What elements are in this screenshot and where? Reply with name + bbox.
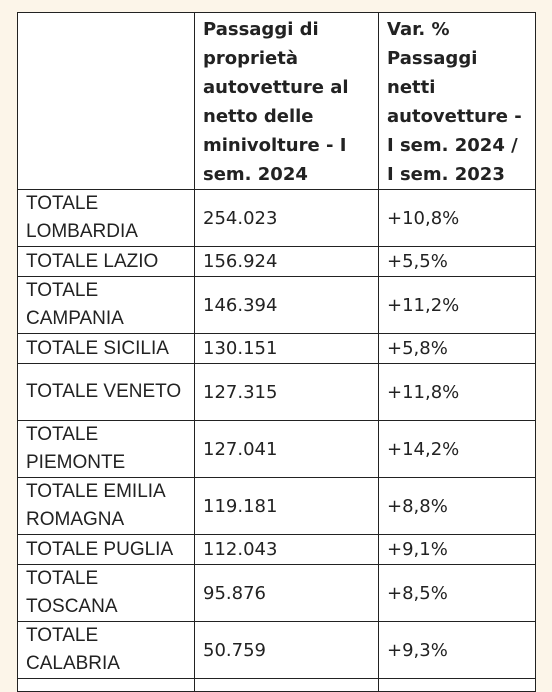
region-cell: TOTALE SICILIA [17, 333, 195, 364]
value-cell: 119.181 [194, 477, 379, 535]
table-row-partial [17, 678, 536, 692]
variation-cell: +14,2% [378, 420, 536, 478]
table-row: TOTALE PUGLIA 112.043 +9,1% [17, 534, 536, 565]
header-passaggi: Passaggi di proprietà autovetture al net… [194, 12, 379, 190]
region-cell: TOTALE LOMBARDIA [17, 189, 195, 247]
table-row: TOTALE CAMPANIA 146.394 +11,2% [17, 276, 536, 334]
variation-cell: +11,8% [378, 363, 536, 421]
empty-cell [378, 678, 536, 692]
data-table: Passaggi di proprietà autovetture al net… [17, 12, 536, 692]
variation-cell: +9,3% [378, 621, 536, 679]
region-cell: TOTALE TOSCANA [17, 564, 195, 622]
table-row: TOTALE VENETO 127.315 +11,8% [17, 363, 536, 421]
variation-cell: +5,8% [378, 333, 536, 364]
variation-cell: +8,8% [378, 477, 536, 535]
region-cell: TOTALE LAZIO [17, 246, 195, 277]
value-cell: 254.023 [194, 189, 379, 247]
region-cell: TOTALE PUGLIA [17, 534, 195, 565]
value-cell: 127.041 [194, 420, 379, 478]
table-row: TOTALE LOMBARDIA 254.023 +10,8% [17, 189, 536, 247]
table-row: TOTALE PIEMONTE 127.041 +14,2% [17, 420, 536, 478]
region-cell: TOTALE CALABRIA [17, 621, 195, 679]
variation-cell: +10,8% [378, 189, 536, 247]
table-row: TOTALE SICILIA 130.151 +5,8% [17, 333, 536, 364]
region-cell: TOTALE EMILIA ROMAGNA [17, 477, 195, 535]
value-cell: 112.043 [194, 534, 379, 565]
value-cell: 95.876 [194, 564, 379, 622]
table-container: Passaggi di proprietà autovetture al net… [17, 12, 536, 692]
header-variazione: Var. % Passaggi netti autovetture - I se… [378, 12, 536, 190]
variation-cell: +9,1% [378, 534, 536, 565]
value-cell: 156.924 [194, 246, 379, 277]
empty-cell [194, 678, 379, 692]
table-row: TOTALE CALABRIA 50.759 +9,3% [17, 621, 536, 679]
table-row: TOTALE EMILIA ROMAGNA 119.181 +8,8% [17, 477, 536, 535]
variation-cell: +5,5% [378, 246, 536, 277]
variation-cell: +11,2% [378, 276, 536, 334]
header-empty-cell [17, 12, 195, 190]
value-cell: 130.151 [194, 333, 379, 364]
region-cell: TOTALE PIEMONTE [17, 420, 195, 478]
table-row: TOTALE TOSCANA 95.876 +8,5% [17, 564, 536, 622]
empty-cell [17, 678, 195, 692]
region-cell: TOTALE VENETO [17, 363, 195, 421]
variation-cell: +8,5% [378, 564, 536, 622]
value-cell: 146.394 [194, 276, 379, 334]
value-cell: 127.315 [194, 363, 379, 421]
value-cell: 50.759 [194, 621, 379, 679]
table-row: TOTALE LAZIO 156.924 +5,5% [17, 246, 536, 277]
header-row: Passaggi di proprietà autovetture al net… [17, 12, 536, 190]
region-cell: TOTALE CAMPANIA [17, 276, 195, 334]
